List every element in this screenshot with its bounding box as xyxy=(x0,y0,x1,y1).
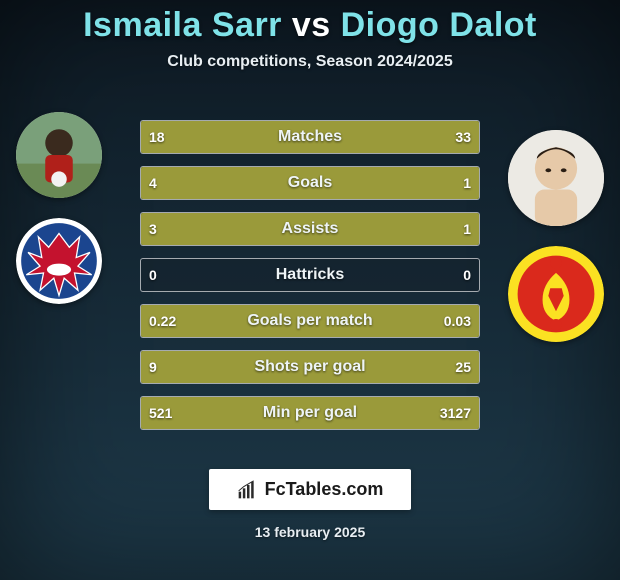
fctables-logo-icon xyxy=(237,480,257,500)
stat-fill-right xyxy=(438,305,479,337)
footer: FcTables.com 13 february 2025 xyxy=(0,469,620,540)
person-icon xyxy=(16,112,102,198)
stat-fill-right xyxy=(259,121,479,153)
stat-row: 1833Matches xyxy=(140,120,480,154)
subtitle: Club competitions, Season 2024/2025 xyxy=(167,53,452,71)
player1-avatar xyxy=(16,112,102,198)
date-text: 13 february 2025 xyxy=(255,524,366,540)
person-icon xyxy=(508,130,604,226)
stat-label: Hattricks xyxy=(141,259,479,291)
stat-row: 31Assists xyxy=(140,212,480,246)
stat-row: 0.220.03Goals per match xyxy=(140,304,480,338)
stat-fill-right xyxy=(411,167,479,199)
stat-value-left: 0 xyxy=(149,259,157,291)
stat-fill-left xyxy=(141,397,188,429)
stat-row: 0 0Hattricks xyxy=(140,258,480,292)
player2-avatar xyxy=(508,130,604,226)
infographic-container: Ismaila Sarr vs Diogo Dalot Club competi… xyxy=(0,0,620,580)
stat-value-right: 0 xyxy=(463,259,471,291)
stat-row: 5213127Min per goal xyxy=(140,396,480,430)
player2-column xyxy=(508,130,604,342)
brand-box: FcTables.com xyxy=(209,469,412,510)
title-player1: Ismaila Sarr xyxy=(83,6,282,44)
stat-fill-left xyxy=(141,305,438,337)
stat-fill-left xyxy=(141,351,229,383)
brand-text: FcTables.com xyxy=(265,479,384,500)
page-title: Ismaila Sarr vs Diogo Dalot xyxy=(83,6,537,45)
stat-row: 925Shots per goal xyxy=(140,350,480,384)
player1-club-badge xyxy=(16,218,102,304)
stat-fill-right xyxy=(395,213,480,245)
stat-fill-left xyxy=(141,121,259,153)
stat-bars: 1833Matches 41Goals 31Assists 0 0Hattricks 0.… xyxy=(140,120,480,430)
title-player2: Diogo Dalot xyxy=(341,6,537,44)
stat-fill-right xyxy=(229,351,479,383)
crystal-palace-badge-icon xyxy=(16,218,102,304)
player1-column xyxy=(16,112,102,304)
stat-fill-left xyxy=(141,213,395,245)
stat-fill-right xyxy=(188,397,479,429)
stat-row: 41Goals xyxy=(140,166,480,200)
title-vs: vs xyxy=(292,6,341,44)
player2-club-badge xyxy=(508,246,604,342)
manchester-united-badge-icon xyxy=(508,246,604,342)
stat-fill-left xyxy=(141,167,411,199)
